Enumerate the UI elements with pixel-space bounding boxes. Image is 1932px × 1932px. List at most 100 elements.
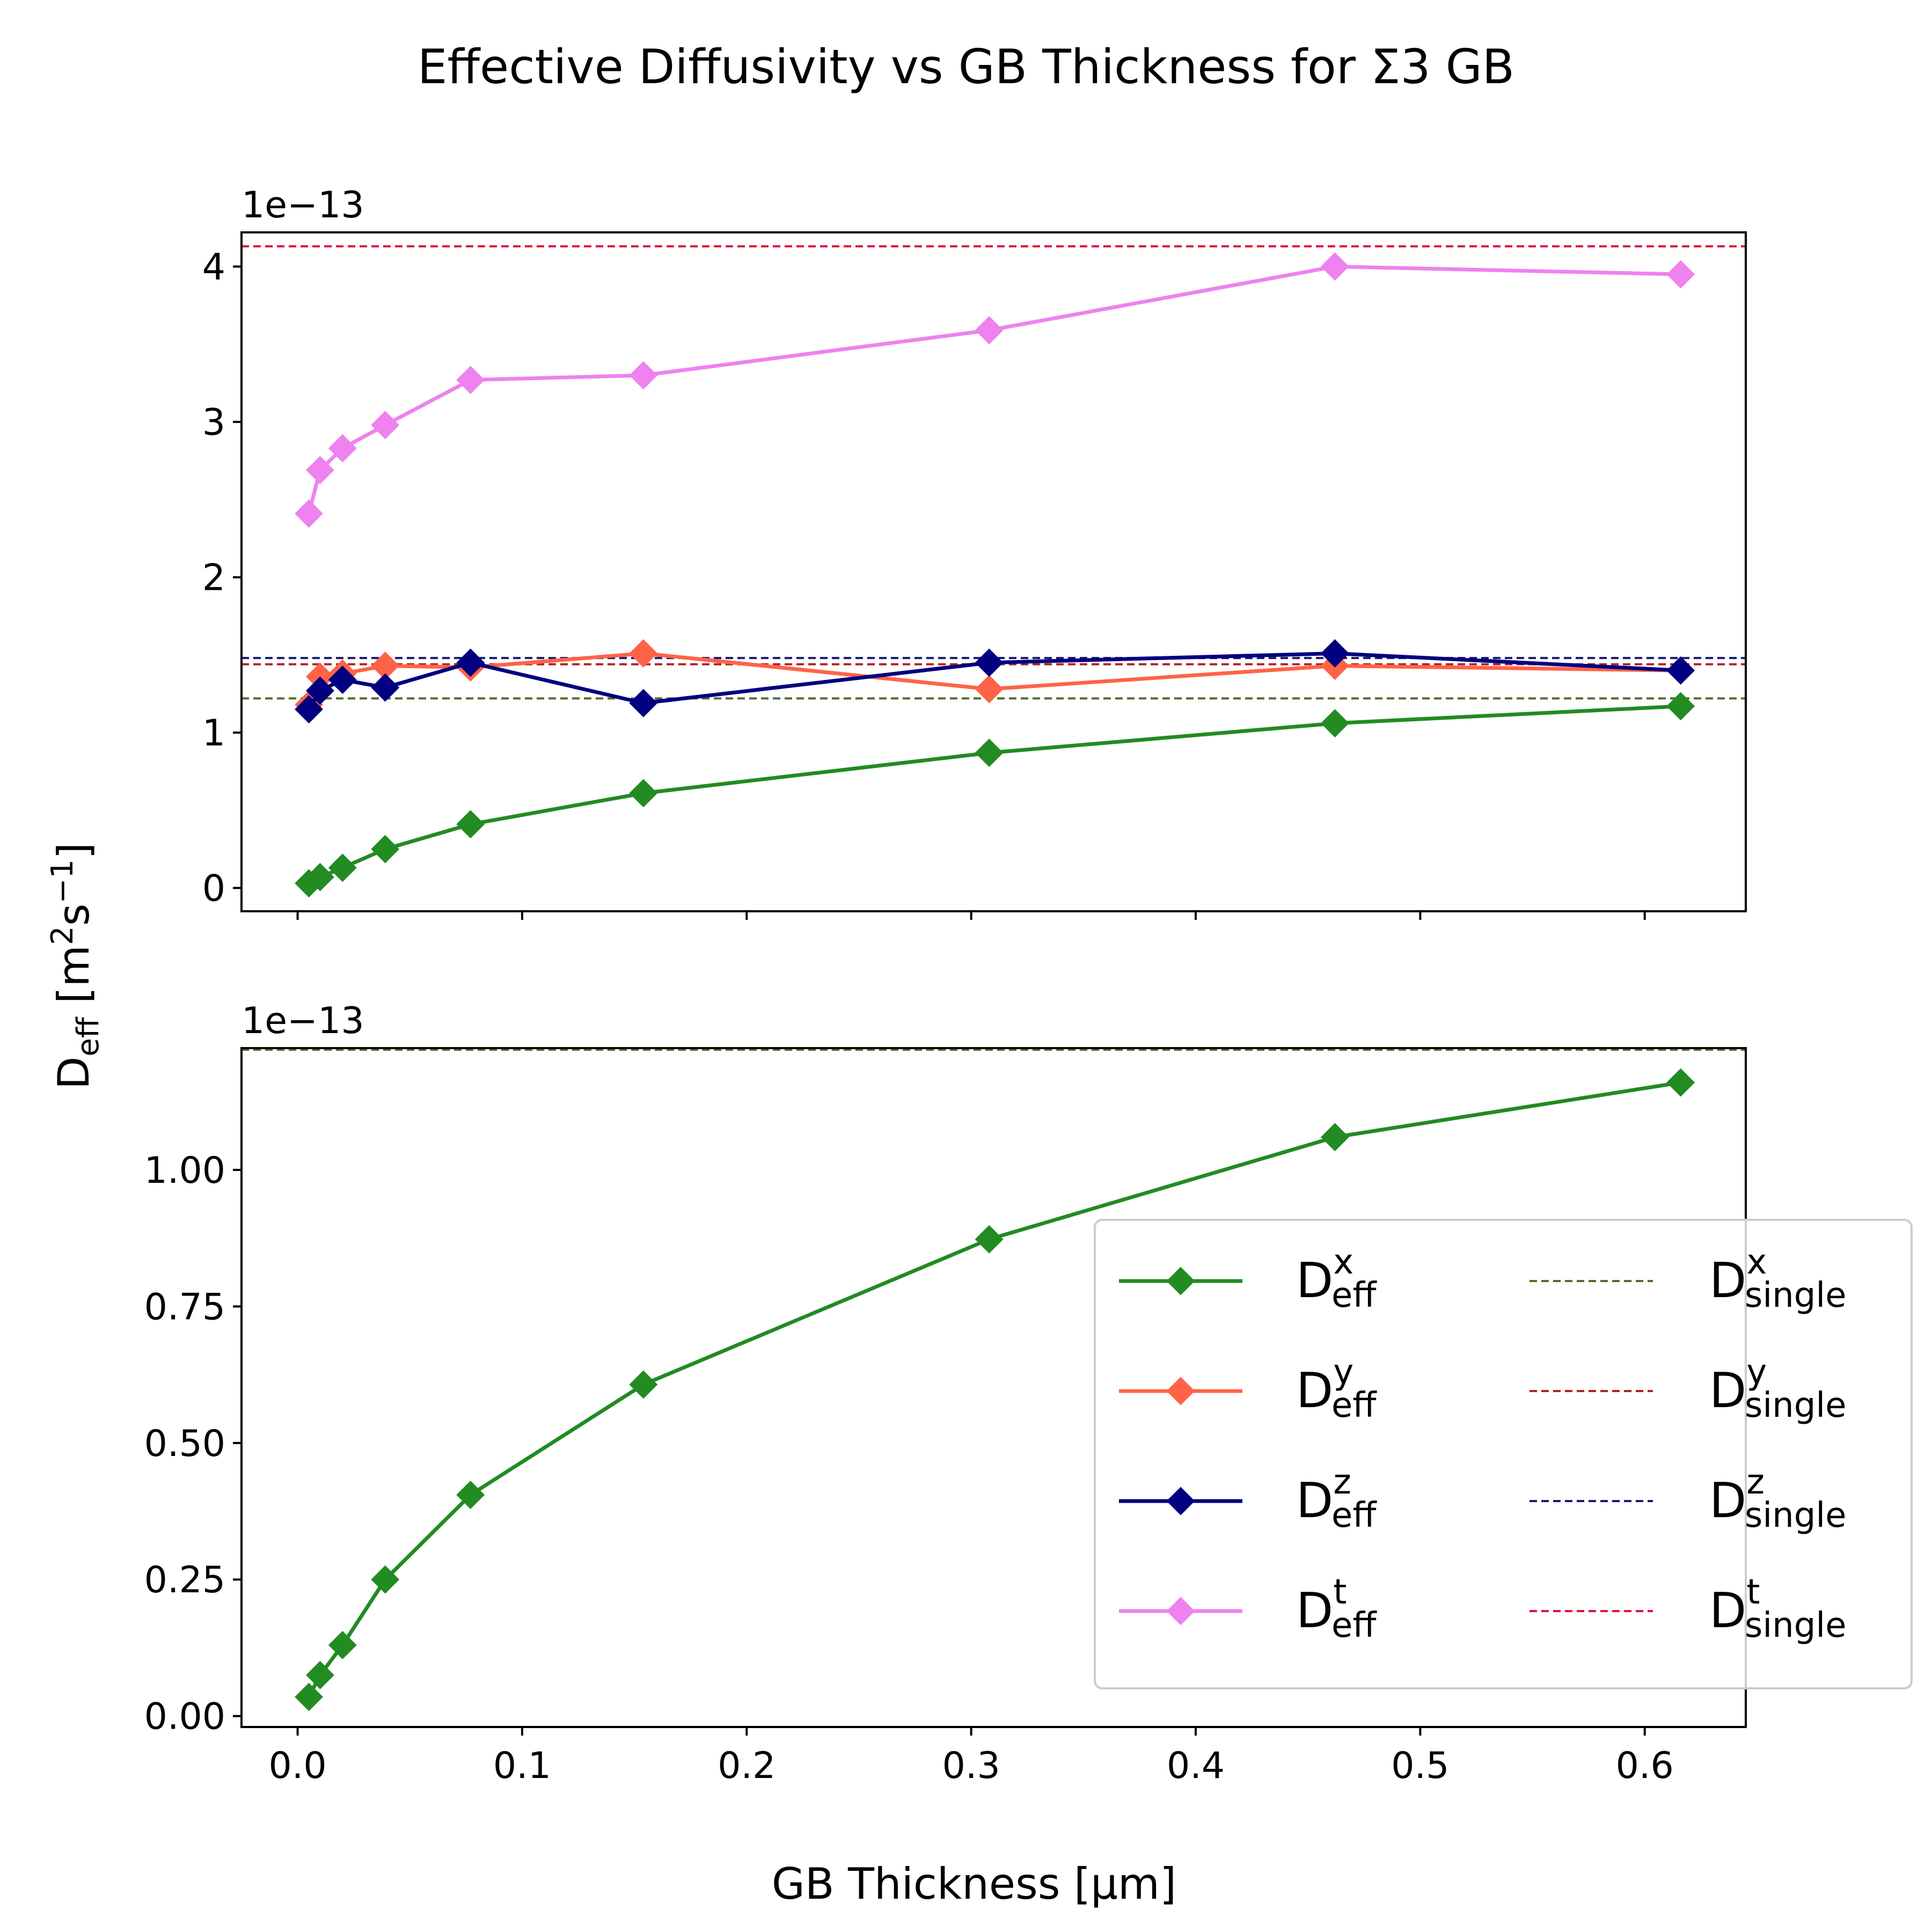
legend-label-eff-y: Dy eff — [1296, 1352, 1377, 1425]
legend-label-eff-x: Dx eff — [1296, 1242, 1377, 1315]
top-marker-d-eff-t — [371, 411, 400, 440]
legend-label-main: D — [1709, 1473, 1746, 1529]
legend-label-sup: t — [1746, 1572, 1760, 1612]
x-axis-label: GB Thickness [µm] — [772, 1859, 1176, 1909]
bottom-y-tick-label: 0.50 — [144, 1423, 225, 1465]
top-marker-d-eff-x — [371, 835, 400, 863]
top-y-tick-label: 0 — [202, 868, 225, 910]
top-marker-d-eff-t — [306, 456, 334, 485]
top-marker-d-eff-t — [629, 361, 658, 390]
legend-label-single-y: Dy single — [1709, 1352, 1846, 1425]
top-axes-frame — [240, 231, 1747, 912]
legend-label-main: D — [1709, 1253, 1746, 1309]
bottom-marker-d-eff-x — [306, 1660, 334, 1689]
bottom-marker-d-eff-x — [975, 1225, 1004, 1254]
bottom-offset-label: 1e−13 — [241, 1000, 364, 1042]
top-panel: 0 1 2 3 4 1e−13 — [202, 184, 1747, 920]
top-marker-d-eff-z — [328, 665, 357, 694]
bottom-marker-d-eff-x — [1666, 1068, 1695, 1097]
top-marker-d-eff-x — [306, 862, 334, 891]
top-marker-d-eff-z — [456, 648, 485, 677]
top-series — [295, 252, 1695, 898]
bottom-y-ticks: 0.00 0.25 0.50 0.75 1.00 — [144, 1150, 241, 1738]
y-label-unit-close: ] — [49, 843, 99, 859]
bottom-x-tick-label: 0.4 — [1167, 1745, 1225, 1787]
top-offset-label: 1e−13 — [241, 184, 364, 226]
top-y-tick-label: 2 — [202, 557, 225, 599]
legend-frame — [1094, 1219, 1913, 1689]
legend-label-single-t: Dt single — [1709, 1572, 1846, 1645]
bottom-x-tick-label: 0.3 — [942, 1745, 1000, 1787]
top-marker-d-eff-x — [629, 779, 658, 808]
y-label-unit-sup2: −1 — [45, 859, 80, 904]
bottom-x-tick-label: 0.2 — [718, 1745, 775, 1787]
bottom-marker-d-eff-x — [456, 1481, 485, 1509]
top-marker-d-eff-z — [1666, 656, 1695, 685]
y-label-unit-open: [m — [49, 945, 99, 1018]
top-marker-d-eff-z — [629, 689, 658, 718]
bottom-y-tick-label: 0.75 — [144, 1286, 225, 1328]
bottom-x-ticks: 0.0 0.1 0.2 0.3 0.4 0.5 0.6 — [269, 1727, 1674, 1787]
legend-label-sup: x — [1746, 1242, 1767, 1282]
top-marker-d-eff-x — [456, 810, 485, 839]
legend-label-sup: z — [1333, 1462, 1351, 1502]
bottom-marker-d-eff-x — [1320, 1123, 1349, 1152]
legend-label-sup: t — [1333, 1572, 1346, 1612]
bottom-y-tick-label: 0.00 — [144, 1696, 225, 1738]
legend-label-sub: eff — [1331, 1606, 1377, 1645]
legend-marker-eff-y — [1166, 1377, 1195, 1406]
legend-label-sub: eff — [1331, 1496, 1377, 1535]
legend-label-sup: z — [1746, 1462, 1765, 1502]
top-marker-d-eff-z — [295, 695, 323, 724]
top-marker-d-eff-z — [306, 676, 334, 705]
bottom-marker-d-eff-x — [295, 1682, 323, 1711]
y-label-unit-sup1: 2 — [45, 926, 80, 945]
legend-label-sub: eff — [1331, 1386, 1377, 1425]
top-marker-d-eff-y — [975, 675, 1004, 704]
legend-label-sub: eff — [1331, 1276, 1377, 1315]
legend-label-eff-t: Dt eff — [1296, 1572, 1377, 1645]
top-y-tick-label: 3 — [202, 401, 225, 444]
y-axis-label: Deff [m2s−1] — [45, 843, 106, 1089]
legend-label-main: D — [1296, 1253, 1333, 1309]
top-marker-d-eff-t — [1666, 260, 1695, 289]
legend-label-main: D — [1296, 1363, 1333, 1419]
legend-label-main: D — [1296, 1473, 1333, 1529]
legend-label-main: D — [1709, 1363, 1746, 1419]
top-marker-d-eff-x — [1320, 709, 1349, 738]
y-label-main: D — [49, 1057, 99, 1090]
top-marker-d-eff-t — [975, 316, 1004, 345]
legend-label-sub: single — [1745, 1386, 1846, 1425]
bottom-x-tick-label: 0.0 — [269, 1745, 327, 1787]
legend-label-sup: y — [1746, 1352, 1767, 1392]
bottom-series — [295, 1068, 1695, 1711]
bottom-x-tick-label: 0.6 — [1616, 1745, 1674, 1787]
legend-label-main: D — [1296, 1583, 1333, 1639]
bottom-x-tick-label: 0.1 — [493, 1745, 551, 1787]
top-marker-d-eff-z — [975, 648, 1004, 677]
bottom-marker-d-eff-x — [328, 1630, 357, 1659]
legend-label-sub: single — [1745, 1606, 1846, 1645]
y-label-unit-mid: s — [49, 904, 99, 926]
legend-marker-eff-x — [1166, 1267, 1195, 1296]
legend-label-sup: y — [1333, 1352, 1353, 1392]
top-y-tick-label: 4 — [202, 246, 225, 289]
chart-title: Effective Diffusivity vs GB Thickness fo… — [418, 39, 1514, 94]
legend-marker-eff-t — [1166, 1597, 1195, 1626]
legend-label-sub: single — [1745, 1496, 1846, 1535]
top-marker-d-eff-t — [295, 499, 323, 528]
top-y-tick-label: 1 — [202, 712, 225, 755]
bottom-x-tick-label: 0.5 — [1391, 1745, 1449, 1787]
legend-marker-eff-z — [1166, 1487, 1195, 1516]
y-label-sub: eff — [71, 1016, 106, 1056]
legend-label-eff-z: Dz eff — [1296, 1462, 1377, 1535]
legend-label-sup: x — [1333, 1242, 1353, 1282]
bottom-y-tick-label: 0.25 — [144, 1559, 225, 1601]
legend-label-single-z: Dz single — [1709, 1462, 1846, 1535]
top-marker-d-eff-t — [328, 434, 357, 463]
top-marker-d-eff-t — [456, 365, 485, 394]
bottom-panel: 0.000.250.500.751.00 0.0 0.1 0.2 0.3 0.4 0.5 0… — [144, 1000, 1747, 1787]
